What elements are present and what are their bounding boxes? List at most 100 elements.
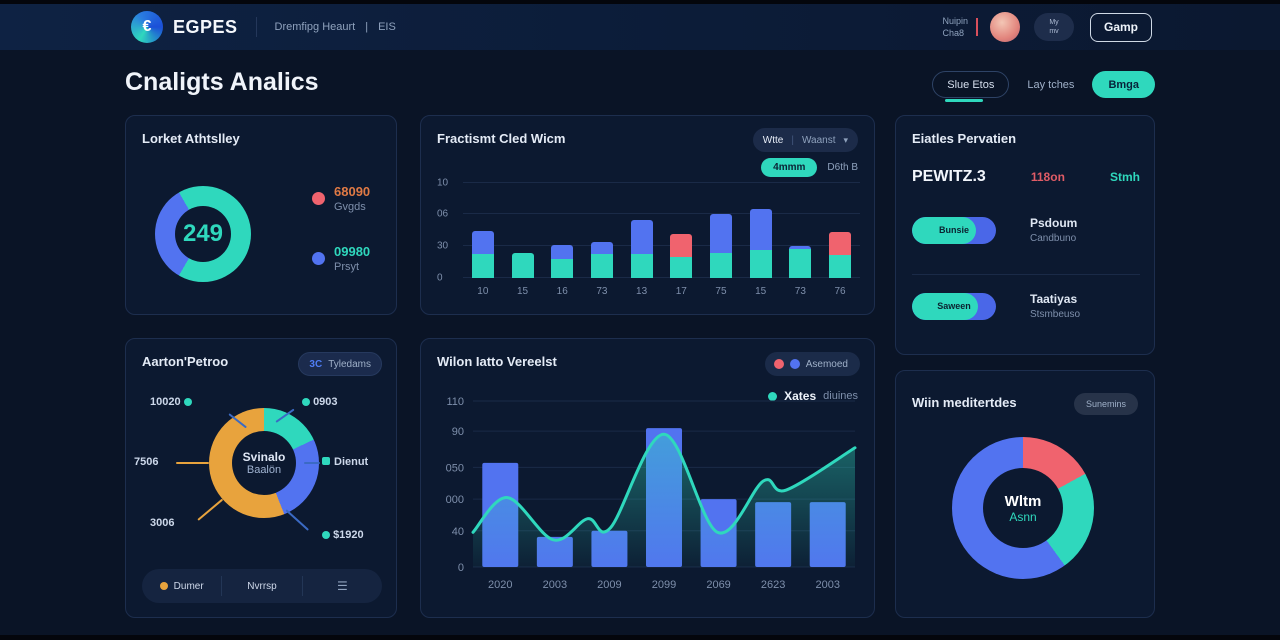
share-label-bottom-left: 3006 [150,517,175,529]
win-donut-chart: Wltm Asnn [952,437,1094,579]
badge-label: Tyledams [328,358,371,370]
leader-line [285,509,309,531]
progress-fill [912,292,978,320]
share-center-line2: Baalön [246,464,282,476]
legend-label-1: Gvgds [334,201,366,213]
share-card-badge[interactable]: 3C Tyledams [298,352,382,376]
page-actions: Slue Etos Lay tches Bmga [932,71,1155,102]
sales-metrics: PEWITZ.3 118on Stmh [912,168,1140,186]
y-tick-label: 06 [437,208,449,220]
performance-card: Fractismt Cled Wicm Wtte | Waanst ▾ 4mmm… [420,115,875,315]
mini-status-pill[interactable]: My mv [1033,13,1074,41]
y-tick-label: 40 [452,526,464,538]
leader-line [304,462,320,464]
sales-metric-main: PEWITZ.3 [912,168,986,185]
share-card: Aarton'Petroo 3C Tyledams Svinalo Baalön… [125,338,397,618]
stacked-bar [749,172,772,278]
trend-legend-bold: Xates [784,389,817,403]
legend-pill[interactable]: 4mmm [761,158,818,177]
x-tick-label: 15 [516,286,529,297]
top-edge-strip [0,0,1280,4]
active-underline [945,99,984,102]
toggle-option-left[interactable]: Wtte [762,134,784,146]
win-card-badge[interactable]: Sunemins [1073,393,1138,415]
gridline [463,277,860,278]
chevron-down-icon: ▾ [843,134,848,145]
progress-pill[interactable]: Saween [912,292,996,320]
y-tick-label: 0 [458,562,464,574]
x-tick-label: 2020 [488,579,512,591]
toggle-option-right[interactable]: Waanst [801,134,836,146]
range-link-button[interactable]: Lay tches [1027,78,1075,91]
stacked-bar [789,172,812,278]
user-line2: Cha8 [942,28,964,38]
share-label-text: $1920 [333,529,364,541]
share-label-text: Dienut [334,456,369,468]
leader-line [197,498,224,521]
trend-card: Wilon Iatto Vereelst Asemoed Xates diuin… [420,338,875,618]
filter-outline-button[interactable]: Slue Etos [932,71,1010,102]
sales-card-title: Eiatles Pervatien [912,131,1017,146]
filter-outline-label: Slue Etos [947,78,995,91]
user-text-block: Nuipin Cha8 [942,15,968,39]
share-label-bottom-right: $1920 [322,529,364,541]
share-label-text: 0903 [313,396,338,408]
trend-legend-pill-label: Asemoed [805,358,848,370]
activity-legend-item: 09980 Prsyt [312,244,370,273]
activity-donut-center: 249 [175,206,231,262]
sales-divider [912,274,1140,275]
share-label-top-left: 10020 [150,396,192,408]
primary-action-button[interactable]: Bmga [1092,71,1155,98]
win-center-line2: Asnn [1009,509,1037,524]
user-line1: Nuipin [942,16,968,26]
progress-pill-label: Saween [937,301,971,311]
stacked-bar [630,172,653,278]
sales-row-name: Taatiyas [1030,292,1078,306]
x-tick-label: 17 [675,286,687,297]
footer-item-2[interactable]: Nvrrsp [221,576,301,596]
nav-separator: | [365,21,369,33]
x-tick-label: 75 [715,286,727,297]
legend-label-2: Prsyt [334,261,360,273]
trend-legend-pill[interactable]: Asemoed [764,352,860,376]
page-title: Cnaligts Analics [125,68,319,96]
progress-pill[interactable]: Bunsie [912,216,996,244]
sales-row-name: Psdoum [1030,216,1078,230]
win-card-title: Wiin meditertdes [912,395,1017,410]
x-tick-label: 73 [794,286,806,297]
progress-fill [912,216,976,244]
user-avatar[interactable] [989,12,1020,42]
brand-logo-icon[interactable]: € [131,11,163,43]
gridline [463,245,860,247]
progress-pill-label: Bunsie [938,225,969,235]
header-action-button[interactable]: Gamp [1089,12,1152,42]
nav-code[interactable]: EIS [378,21,396,33]
footer-menu-button[interactable]: ☰ [301,576,382,596]
x-tick-label: 10 [477,286,489,297]
legend-dot-red-icon [773,359,784,369]
trend-chart: 110 90 050 000 40 0 2020 2003 2009 2099 2069 2623 20… [446,396,857,591]
check-icon [322,457,330,465]
win-badge-label: Sunemins [1085,399,1126,409]
x-tick-label: 2069 [706,579,730,591]
stacked-bar [471,172,494,278]
share-footer-bar: Dumer Nvrrsp ☰ [142,569,382,603]
win-card: Wiin meditertdes Sunemins Wltm Asnn [895,370,1155,618]
x-tick-label: 2099 [652,579,676,591]
nav-text[interactable]: Dremfipg Heaurt [274,21,356,33]
y-tick-label: 30 [437,240,449,252]
period-toggle[interactable]: Wtte | Waanst ▾ [752,128,858,152]
x-tick-label: 73 [596,286,608,297]
primary-action-label: Bmga [1108,78,1139,91]
trend-legend-2: Xates diuines [768,389,858,403]
legend-dot-red-icon [312,192,325,205]
leader-line [176,462,209,464]
stacked-bar [670,172,693,278]
footer-item-1[interactable]: Dumer [142,576,221,596]
activity-donut-chart: 249 [155,186,251,282]
performance-legend: 4mmm D6th B [761,158,858,177]
share-label-right: Dienut [322,456,368,468]
logo-glyph: € [142,18,152,35]
x-tick-label: 76 [834,286,846,297]
